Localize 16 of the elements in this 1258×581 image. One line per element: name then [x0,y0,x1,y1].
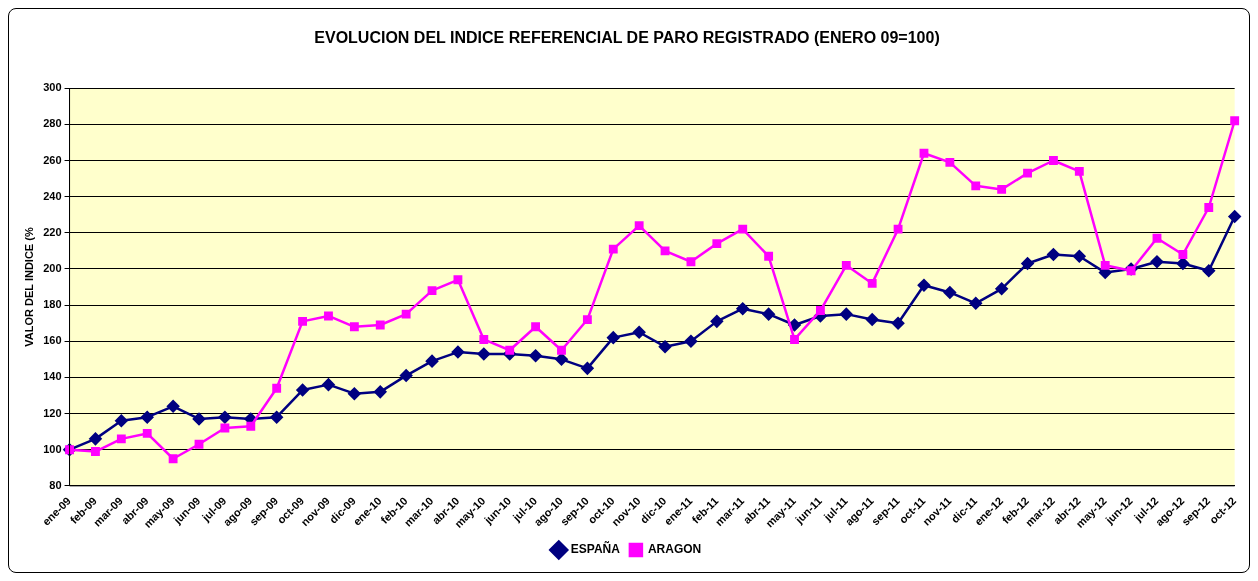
y-tick-label: 120 [43,406,62,419]
y-tick-label: 260 [43,153,62,166]
y-tick-label: 160 [43,334,62,347]
y-tick-label: 80 [49,478,62,491]
y-tick-label: 280 [43,117,62,130]
y-tick-label: 240 [43,189,62,202]
legend-label: ARAGON [647,542,702,557]
y-tick-label: 100 [43,442,62,455]
y-axis-title: VALOR DEL INDICE (% [22,227,35,347]
y-tick-label: 140 [43,370,62,383]
y-tick-label: 300 [43,81,62,94]
y-tick-label: 180 [43,298,62,311]
legend-label: ESPAÑA [570,541,621,557]
y-tick-label: 220 [43,225,62,238]
chart-title: EVOLUCION DEL INDICE REFERENCIAL DE PARO REGISTRADO (ENERO 09=100) [314,29,940,47]
y-tick-label: 200 [43,261,62,274]
